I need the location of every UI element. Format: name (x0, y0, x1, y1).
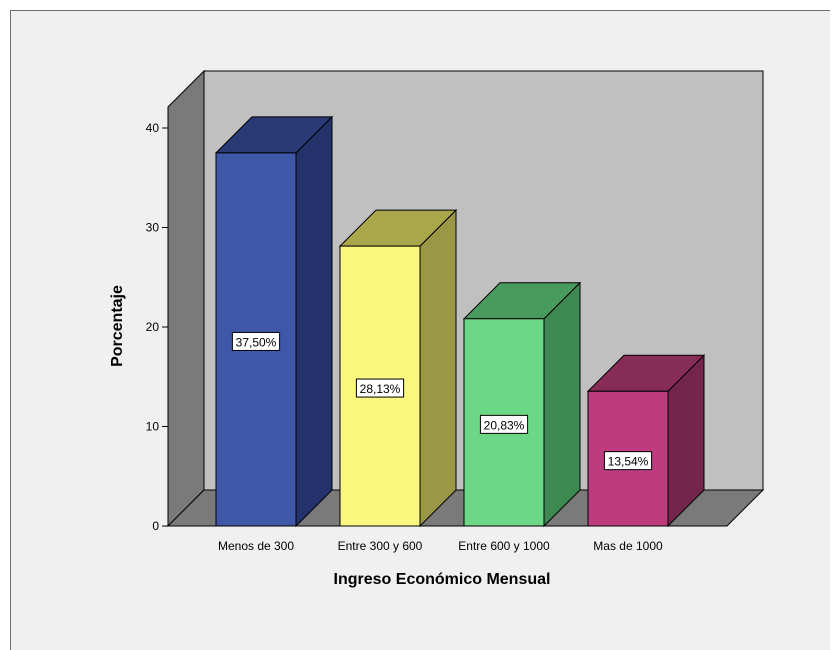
y-tick-label: 10 (146, 420, 160, 434)
x-tick-label: Entre 600 y 1000 (458, 539, 550, 553)
x-tick-label: Menos de 300 (218, 539, 294, 553)
left-wall (167, 69, 205, 528)
bar-chart-3d: 0 10 20 30 40 37,50% 28,13% 20,83% 13,54% Menos… (109, 69, 765, 588)
data-label-box (603, 451, 653, 471)
y-tick-label: 20 (146, 320, 160, 334)
data-label-box (355, 378, 405, 398)
data-label: 28,13% (360, 382, 401, 396)
bar: 28,13% (338, 208, 458, 528)
x-axis-title: Ingreso Económico Mensual (334, 571, 551, 588)
x-tick-label: Entre 300 y 600 (338, 539, 423, 553)
data-label-box (479, 414, 529, 434)
bar-side-face (419, 208, 457, 528)
bars-group: 37,50% 28,13% 20,83% 13,54% (214, 115, 706, 528)
x-axis: Menos de 300 Entre 300 y 600 Entre 600 y 1… (218, 539, 663, 553)
bar: 37,50% (214, 115, 334, 528)
x-tick-label: Mas de 1000 (593, 539, 663, 553)
y-axis-title: Porcentaje (109, 285, 126, 367)
y-tick-label: 30 (146, 221, 160, 235)
data-label: 37,50% (236, 335, 277, 349)
bar-side-face (295, 115, 333, 528)
data-label: 13,54% (608, 455, 649, 469)
data-label-box (231, 331, 281, 351)
y-tick-label: 0 (152, 519, 159, 533)
data-label: 20,83% (484, 418, 525, 432)
bar: 13,54% (586, 354, 706, 528)
bar-side-face (543, 281, 581, 528)
y-axis: 0 10 20 30 40 (146, 121, 169, 533)
y-tick-label: 40 (146, 121, 160, 135)
chart-frame: 0 10 20 30 40 37,50% 28,13% 20,83% 13,54% Menos… (10, 10, 830, 650)
bar: 20,83% (462, 281, 582, 528)
